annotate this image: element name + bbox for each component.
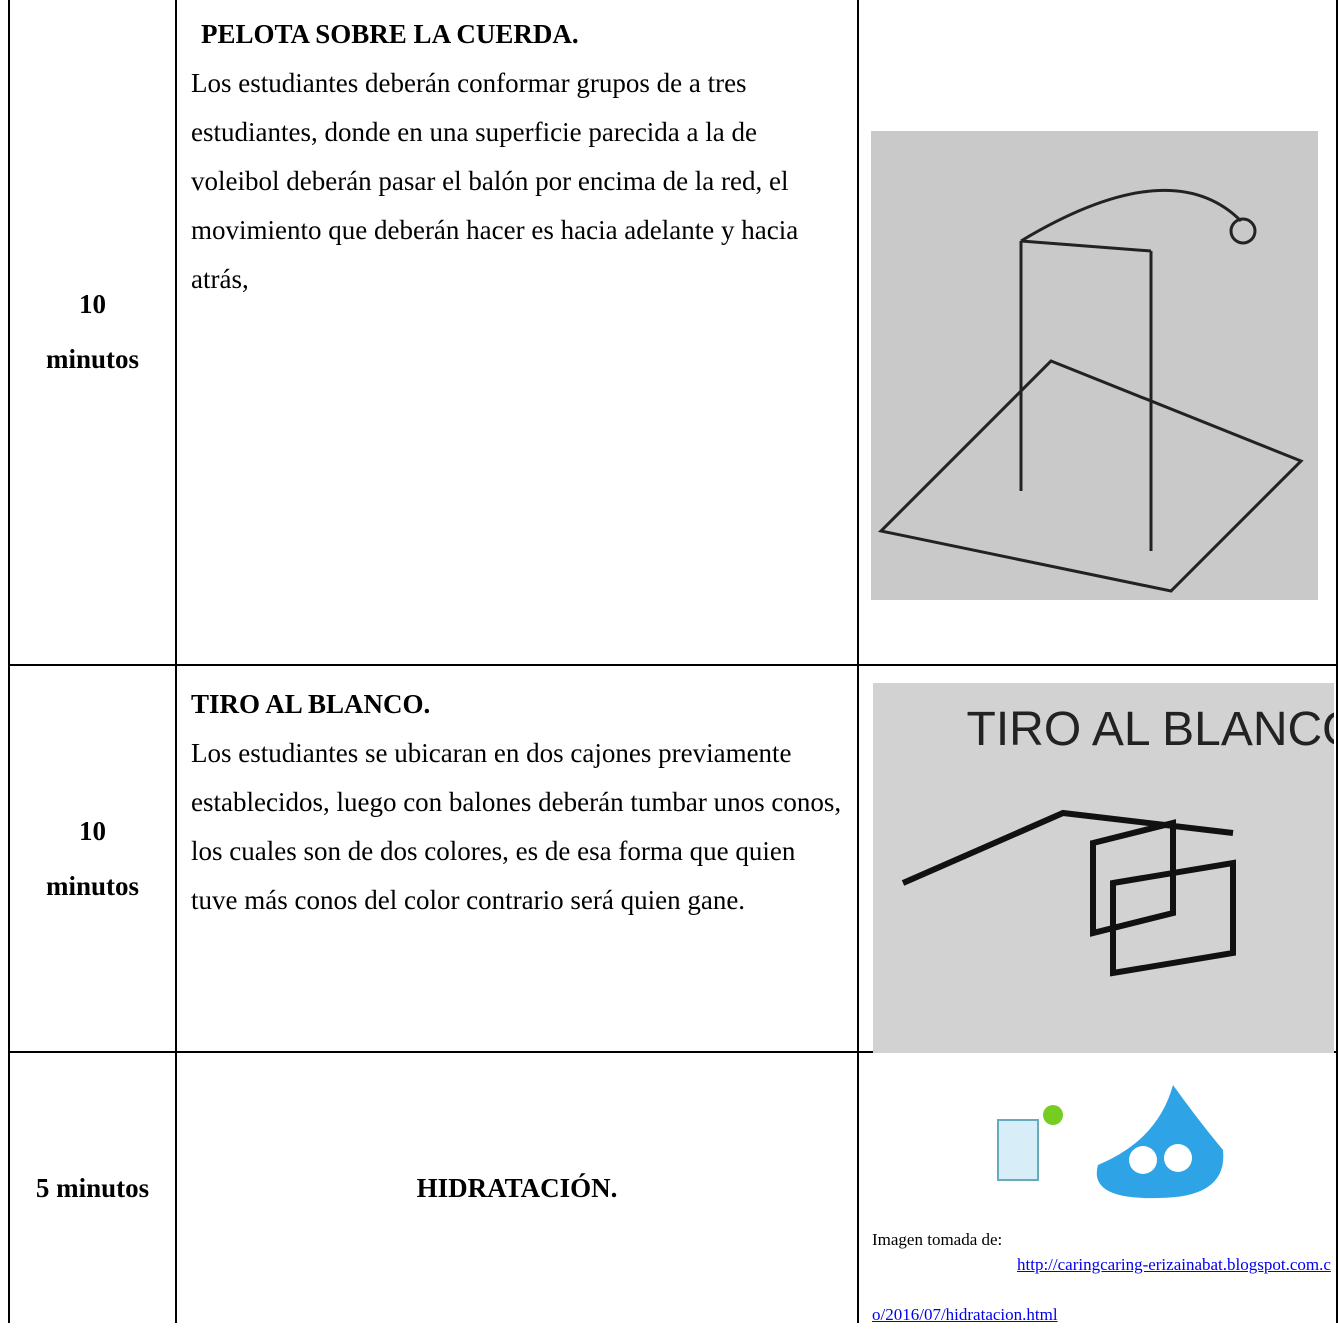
activity-text: Los estudiantes se ubicaran en dos cajon… <box>191 738 842 915</box>
activity-title: TIRO AL BLANCO. <box>191 689 431 719</box>
source-link[interactable]: http://caringcaring-erizainabat.blogspot… <box>872 1255 1331 1324</box>
time: 10 minutos <box>45 289 140 374</box>
activity-text: Los estudiantes deberán conformar grupos… <box>191 68 799 294</box>
activity: TIRO AL BLANCO. Los estudiantes se ubica… <box>177 666 857 1051</box>
time: 5 minutos <box>35 1172 150 1203</box>
activity-title: PELOTA SOBRE LA CUERDA. <box>201 19 579 49</box>
border <box>175 0 177 1323</box>
caption-text: Imagen tomada de: <box>872 1230 1003 1249</box>
border <box>8 1051 1338 1053</box>
border <box>857 0 859 1323</box>
time: 10 minutos <box>45 815 140 901</box>
activity: PELOTA SOBRE LA CUERDA. Los estudiantes … <box>177 0 857 664</box>
activity-title: HIDRATACIÓN. <box>416 1172 618 1203</box>
border <box>1336 0 1338 1323</box>
target-image: TIRO AL BLANCO <box>873 683 1334 1053</box>
volleyball-image <box>871 131 1318 600</box>
image-text: TIRO AL BLANCO <box>967 703 1335 756</box>
link-box: http://caringcaring-erizainabat.blogspot… <box>872 1240 1336 1340</box>
caption: Imagen tomada de: <box>872 1215 1002 1265</box>
water-image <box>997 1085 1224 1199</box>
border <box>8 0 10 1323</box>
border <box>8 664 1338 666</box>
